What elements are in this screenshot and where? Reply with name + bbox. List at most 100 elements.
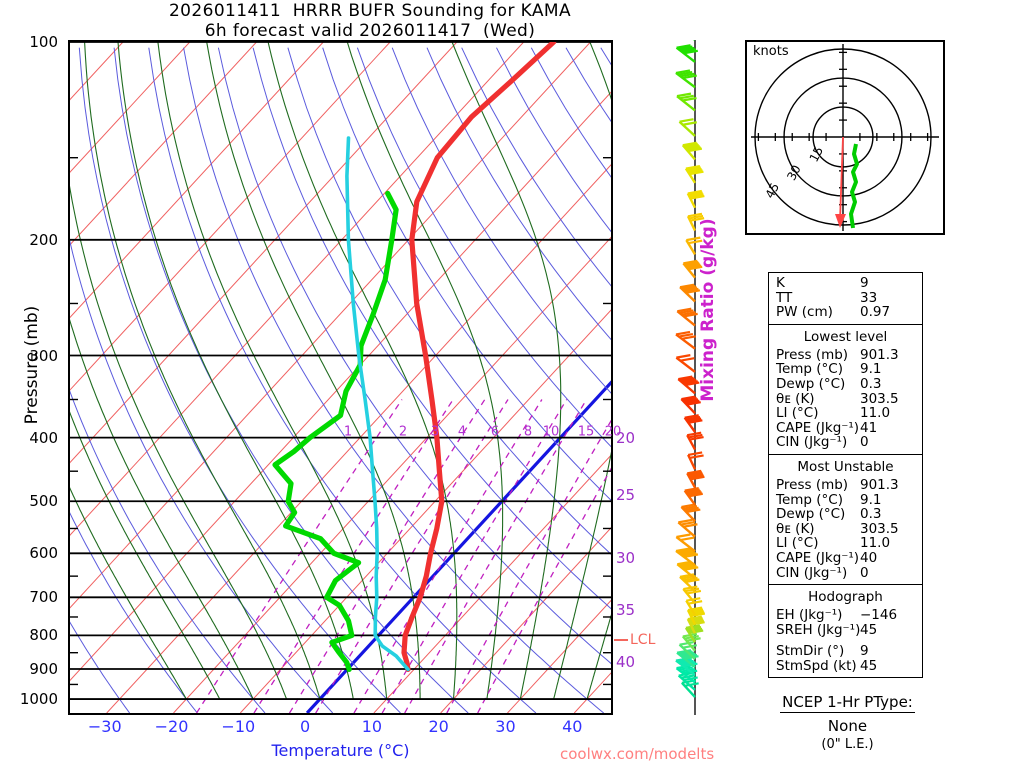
pressure-tick-label: 100 [29,33,58,51]
watermark: coolwx.com/modelts [560,745,715,763]
mixing-ratio-line-label: 2 [398,424,408,440]
ptype-heading: NCEP 1-Hr PType: [780,693,915,713]
stat-key: Temp (°C) [776,361,843,378]
pressure-axis-label: Pressure (mb) [22,305,42,425]
stat-key: CAPE (Jkg⁻¹) [776,419,860,436]
stat-key: Dewp (°C) [776,506,846,523]
section-heading: Lowest level [803,328,888,345]
svg-text:30: 30 [784,163,804,183]
table-row: Dewp (°C) 0.3 [769,377,922,392]
stat-key: LI (°C) [776,405,819,422]
stat-value: 0 [860,434,869,451]
lcl-label: LCL [630,632,656,648]
table-row: PW (cm) 0.97 [769,305,922,320]
stat-key: LI (°C) [776,535,819,552]
mixing-ratio-line-label: 3 [430,424,440,440]
stats-section-indices: K 9 TT 33 PW (cm) 0.97 [769,273,922,324]
hodograph-units-label: knots [753,44,789,59]
table-row: Dewp (°C) 0.3 [769,507,922,522]
table-row: SREH (Jkg⁻¹) 45 [769,623,922,638]
stat-key: K [776,275,785,291]
lcl-marker-dash [614,639,628,641]
table-row: CIN (Jkg⁻¹) 0 [769,435,922,450]
table-row: CAPE (Jkg⁻¹) 40 [769,551,922,566]
table-row: CIN (Jkg⁻¹) 0 [769,564,922,581]
pressure-tick-label: 200 [29,230,58,249]
pressure-tick-label: 1000 [19,690,58,709]
stat-value: 303.5 [860,390,899,407]
table-row: CAPE (Jkg⁻¹) 41 [769,421,922,436]
sounding-stats-table: K 9 TT 33 PW (cm) 0.97 Lowest level Pres… [768,272,923,679]
pressure-tick-label: 600 [29,544,58,563]
table-row: Temp (°C) 9.1 [769,362,922,377]
height-tick-label: 30 [616,549,636,567]
stats-section-lowest-level: Lowest level Press (mb) 901.3 Temp (°C) … [769,323,922,454]
stat-value: 33 [860,289,878,306]
stat-value: 9.1 [860,491,882,508]
pressure-tick-label: 800 [29,626,58,645]
height-tick-label: 40 [616,653,636,671]
stat-key: SREH (Jkg⁻¹) [776,621,861,638]
temperature-tick-label: 30 [495,717,516,736]
table-row: StmDir (°) 9 [769,644,922,659]
hodograph-plot: 15 30 45 knots [745,40,945,235]
stat-value: 0.97 [860,304,891,321]
stat-value: 9.1 [860,361,882,378]
temperature-tick-label: 40 [562,717,583,736]
table-row: LI (°C) 11.0 [769,406,922,421]
stat-key: Press (mb) [776,346,849,363]
temperature-tick-label: −30 [87,717,122,736]
svg-text:45: 45 [763,181,783,201]
mixing-ratio-line-label: 6 [490,424,500,440]
temperature-tick-label: −20 [154,717,189,736]
mixing-ratio-line-label: 8 [523,424,533,440]
wind-barb-column [660,22,730,715]
temperature-axis-label: Temperature (°C) [271,741,410,760]
pressure-tick-label: 300 [29,346,58,365]
stat-key: TT [776,289,793,306]
stat-key: StmSpd (kt) [776,657,857,674]
pressure-tick-label: 500 [29,492,58,511]
table-row: Temp (°C) 9.1 [769,491,922,508]
ptype-liquid-equivalent: (0" L.E.) [821,737,874,752]
mixing-ratio-line-label: 1 [343,424,353,440]
table-row: Press (mb) 901.3 [769,478,922,493]
temperature-tick-label: −10 [221,717,256,736]
pressure-tick-label: 900 [29,660,58,678]
stat-value: 0.3 [860,506,882,523]
stat-value: 0 [860,564,869,581]
ptype-value: None [827,717,868,735]
table-row: Press (mb) 901.3 [769,348,922,363]
skewt-diagram: 1 2 3 4 6 8 10 15 20 [68,40,621,715]
height-tick-label: 35 [616,601,636,619]
stat-value: 9 [860,275,869,291]
stat-value: 40 [860,549,878,566]
section-heading: Hodograph [808,589,883,606]
page-title-line2: 6h forecast valid 2026011417 (Wed) [204,21,536,41]
section-heading: Most Unstable [797,458,894,475]
mixing-ratio-axis: LCL 20 25 30 35 40 [614,40,660,715]
stat-key: Temp (°C) [776,491,843,508]
pressure-tick-label: 700 [29,588,58,607]
table-row: K 9 [769,276,922,291]
table-row: LI (°C) 11.0 [769,536,922,551]
stat-key: PW (cm) [776,304,833,321]
stat-value: 901.3 [860,346,899,363]
temperature-tick-label: 0 [300,717,311,736]
stat-value: 11.0 [860,535,891,552]
stat-key: Press (mb) [776,476,849,493]
stats-section-most-unstable: Most Unstable Press (mb) 901.3 Temp (°C)… [769,453,922,584]
skewt-plot-svg [70,42,611,713]
temperature-tick-label: 20 [428,717,449,736]
table-row: θᴇ (K) 303.5 [769,390,922,407]
pressure-tick-label: 400 [29,428,58,447]
svg-text:15: 15 [807,144,827,164]
table-row: StmSpd (kt) 45 [769,659,922,674]
stat-value: 9 [860,643,869,660]
stat-value: 45 [860,621,878,638]
height-tick-label: 20 [616,429,636,447]
table-row: θᴇ (K) 303.5 [769,522,922,537]
stat-key: StmDir (°) [776,643,845,660]
page-title-line1: 2026011411 HRRR BUFR Sounding for KAMA [168,1,572,21]
stat-value: 45 [860,657,878,674]
